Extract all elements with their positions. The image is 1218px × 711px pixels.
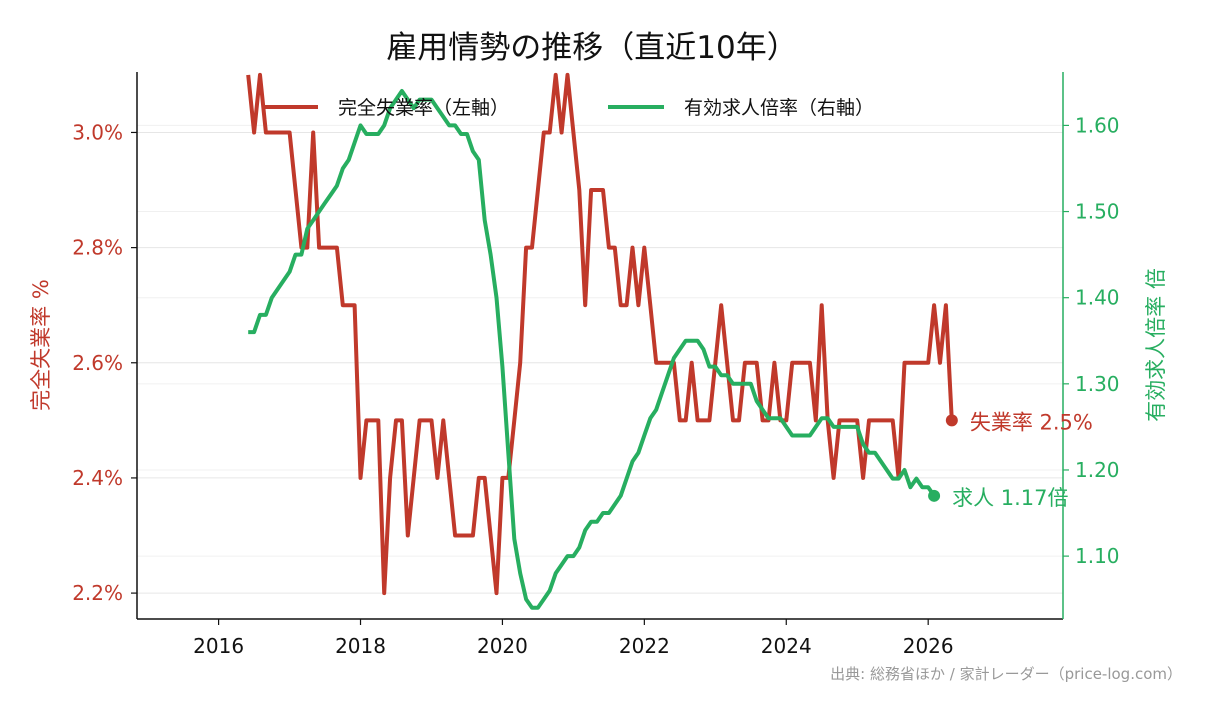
left-tick-label: 2.4%: [72, 466, 123, 490]
left-tick-label: 2.6%: [72, 351, 123, 375]
x-tick-label: 2022: [619, 634, 670, 658]
end-point-unemployment: [945, 414, 958, 427]
grid-lines: [137, 124, 1063, 594]
x-tick-label: 2016: [193, 634, 244, 658]
left-tick-label: 2.2%: [72, 581, 123, 605]
series-line-job-ratio: [248, 89, 936, 610]
x-tick-label: 2018: [335, 634, 386, 658]
series-line-unemployment: [246, 72, 954, 596]
right-tick-label: 1.30: [1075, 372, 1120, 396]
end-point-job-ratio: [928, 489, 941, 502]
right-axis-ticks: 1.10 1.20 1.30 1.40 1.50 1.60: [1063, 113, 1120, 568]
x-tick-label: 2026: [903, 634, 954, 658]
left-tick-label: 3.0%: [72, 120, 123, 144]
x-axis-ticks: 2016 2018 2020 2022 2024 2026: [193, 619, 954, 658]
chart-title: 雇用情勢の推移（直近10年）: [386, 30, 797, 66]
right-tick-label: 1.10: [1075, 544, 1120, 568]
right-axis-label: 有効求人倍率 倍: [1144, 268, 1168, 422]
right-tick-label: 1.50: [1075, 200, 1120, 224]
legend-label-unemployment: 完全失業率（左軸）: [338, 97, 509, 119]
x-tick-label: 2020: [477, 634, 528, 658]
left-axis-ticks: 2.2% 2.4% 2.6% 2.8% 3.0%: [72, 120, 137, 605]
series-layer: 失業率 2.5% 求人 1.17倍: [246, 72, 1093, 610]
left-tick-label: 2.8%: [72, 236, 123, 260]
right-tick-label: 1.20: [1075, 458, 1120, 482]
source-note: 出典: 総務省ほか / 家計レーダー（price-log.com）: [830, 665, 1182, 683]
legend-label-job-ratio: 有効求人倍率（右軸）: [684, 97, 874, 119]
right-tick-label: 1.60: [1075, 113, 1120, 137]
legend: 完全失業率（左軸） 有効求人倍率（右軸）: [262, 97, 874, 119]
end-label-unemployment: 失業率 2.5%: [970, 410, 1093, 434]
right-tick-label: 1.40: [1075, 286, 1120, 310]
left-axis-label: 完全失業率 %: [29, 279, 53, 411]
end-label-job-ratio: 求人 1.17倍: [952, 486, 1068, 510]
x-tick-label: 2024: [761, 634, 812, 658]
